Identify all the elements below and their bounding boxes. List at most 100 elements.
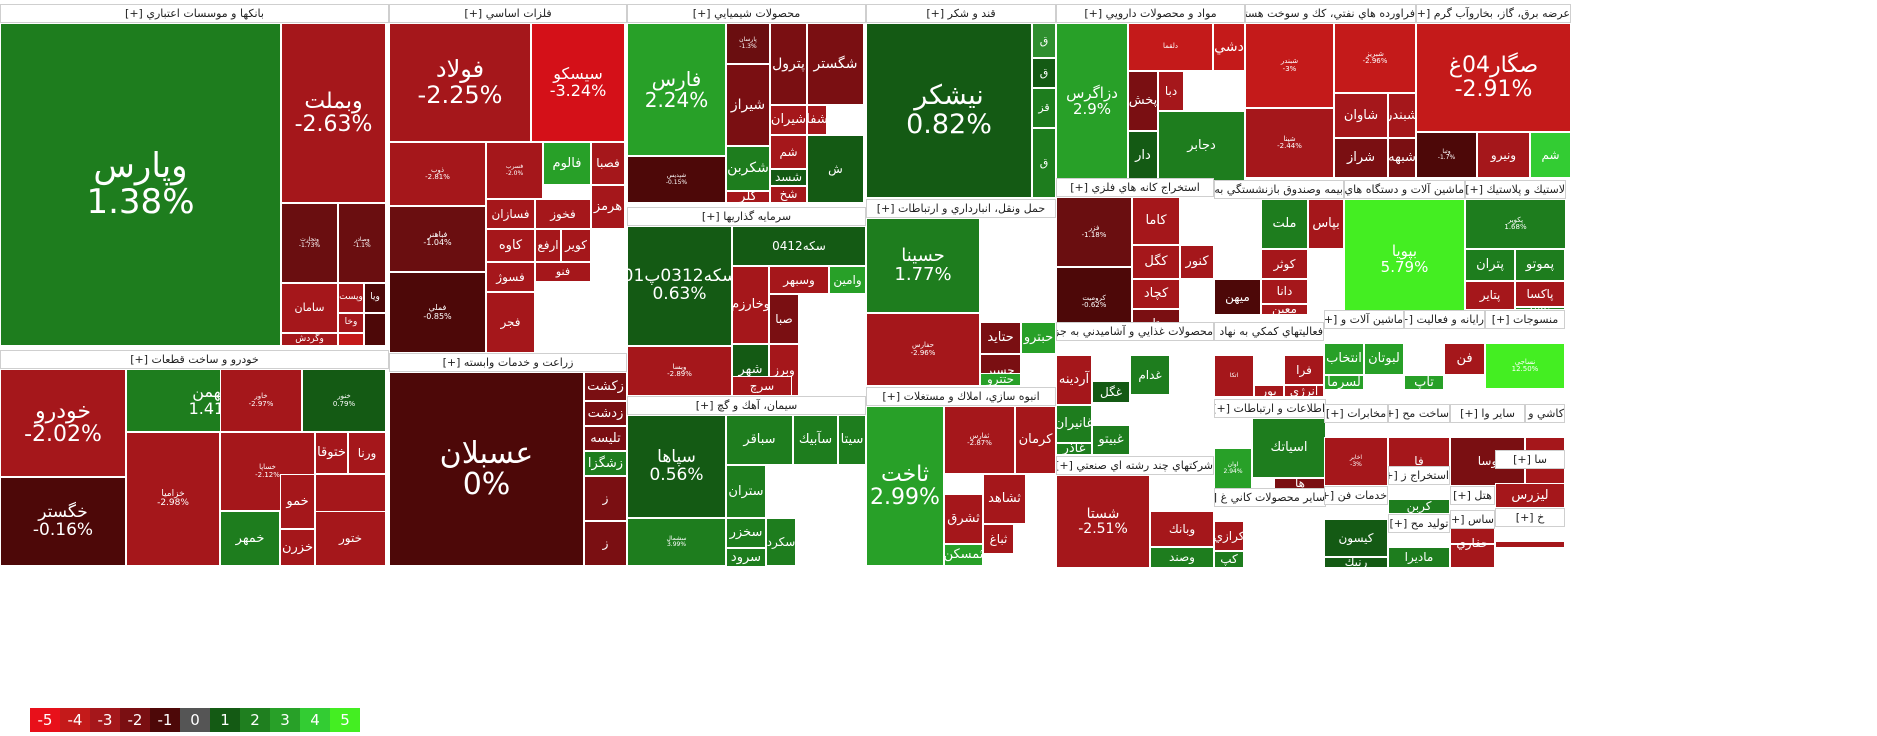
stock-tile[interactable]: انرژي [1284, 385, 1324, 397]
stock-tile[interactable]: وبرز [769, 344, 799, 396]
stock-tile[interactable]: فرا [1284, 355, 1324, 385]
stock-tile[interactable]: غبيتو [1092, 425, 1130, 455]
sector-title[interactable]: لاستيك و پلاستيك [+] [1465, 180, 1566, 199]
stock-tile[interactable]: وپست [338, 283, 364, 313]
stock-tile[interactable]: سرچ [732, 376, 792, 396]
stock-tile[interactable]: لبوتان [1364, 343, 1404, 375]
stock-tile[interactable]: زشگزا [584, 451, 627, 476]
stock-tile[interactable]: ثمسكن [944, 544, 983, 566]
stock-tile[interactable]: كاوه [486, 229, 535, 262]
stock-tile[interactable]: فجر [486, 292, 535, 353]
sector-title[interactable]: كاشي و [+] [1525, 404, 1565, 423]
stock-tile[interactable]: لسرما [1324, 375, 1364, 390]
stock-tile[interactable]: رنيك [1324, 557, 1388, 568]
stock-tile[interactable]: وگردش [281, 333, 338, 346]
stock-tile[interactable]: دار [1128, 131, 1158, 181]
stock-tile[interactable]: خزاميا -2.98% [126, 432, 220, 566]
stock-tile[interactable]: فسوژ [486, 262, 535, 292]
sector-title[interactable]: اطلاعات و ارتباطات [+] [1214, 399, 1326, 418]
stock-tile[interactable]: صبا [769, 294, 799, 344]
stock-tile[interactable]: خمهر [220, 511, 280, 566]
stock-tile[interactable]: ارفع [535, 229, 561, 262]
sector-title[interactable]: استخراج ز [+] [1388, 466, 1450, 485]
stock-tile[interactable] [364, 313, 386, 346]
stock-tile[interactable]: بپاس [1308, 199, 1344, 249]
stock-tile[interactable]: دزاگرس 2.9% [1056, 23, 1128, 181]
stock-tile[interactable]: اوان 2.94% [1214, 448, 1252, 489]
stock-tile[interactable]: فصبا [591, 142, 625, 185]
stock-tile[interactable]: كگل [1132, 245, 1180, 279]
sector-title[interactable]: محصولات غذايي و آشاميدني به جز قن [+] [1056, 322, 1214, 341]
stock-tile[interactable] [338, 333, 364, 346]
stock-tile[interactable]: ميهن [1214, 279, 1261, 315]
stock-tile[interactable]: وسبهر [769, 266, 829, 294]
stock-tile[interactable]: وتبا -1.7% [1416, 132, 1477, 178]
stock-tile[interactable]: خودرو -2.02% [0, 369, 126, 477]
stock-tile[interactable]: ليزرس [1495, 483, 1565, 508]
stock-tile[interactable]: حفارس -2.96% [866, 313, 980, 386]
stock-tile[interactable]: پارسان -1.3% [726, 23, 770, 64]
stock-tile[interactable]: غانيران [1056, 405, 1092, 443]
stock-tile[interactable] [1495, 541, 1565, 548]
stock-tile[interactable]: دبا [1158, 71, 1184, 111]
stock-tile[interactable]: وتجارت -1.73% [281, 203, 338, 283]
stock-tile[interactable]: اسياتك [1252, 418, 1326, 478]
stock-tile[interactable]: فسازان [486, 199, 535, 229]
stock-tile[interactable]: وپارس 1.38% [0, 23, 281, 346]
stock-tile[interactable]: پاكسا [1515, 281, 1565, 307]
sector-title[interactable]: مواد و محصولات دارويي [+] [1056, 4, 1245, 23]
sector-title[interactable]: حمل ونقل، انبارداري و ارتباطات [+] [866, 199, 1056, 218]
stock-tile[interactable]: زدشت [584, 401, 627, 426]
stock-tile[interactable]: ويسا -2.89% [627, 346, 732, 396]
stock-tile[interactable]: فن [1444, 343, 1485, 375]
stock-tile[interactable]: سكه0412 [732, 226, 866, 266]
stock-tile[interactable]: سيسكو -3.24% [531, 23, 625, 142]
sector-title[interactable]: خدمات فن [+] [1324, 486, 1388, 505]
stock-tile[interactable]: آردينه [1056, 355, 1092, 405]
stock-tile[interactable]: بپويا 5.79% [1344, 199, 1465, 320]
stock-tile[interactable]: ثشرق [944, 494, 983, 544]
stock-tile[interactable]: سپاها 0.56% [627, 415, 726, 518]
stock-tile[interactable]: بور [1254, 385, 1284, 397]
stock-tile[interactable]: فخوز [535, 199, 591, 229]
stock-tile[interactable]: فزر -1.18% [1056, 197, 1132, 267]
sector-title[interactable]: ماشين آلات و دستگاه هاي بر [+] [1344, 180, 1465, 199]
stock-tile[interactable]: شبندر -3% [1245, 23, 1334, 108]
stock-tile[interactable]: پخش [1128, 71, 1158, 131]
stock-tile[interactable]: كيسون [1324, 519, 1388, 557]
stock-tile[interactable]: شيران [770, 105, 807, 135]
stock-tile[interactable]: حتترو [980, 373, 1021, 386]
stock-tile[interactable] [1450, 543, 1495, 545]
sector-title[interactable]: ماشين آلات و [+] [1324, 310, 1404, 329]
sector-title[interactable]: بانكها و موسسات اعتباري [+] [0, 4, 389, 23]
stock-tile[interactable]: شخ [770, 186, 807, 203]
stock-tile[interactable]: نساجي 12.50% [1485, 343, 1565, 389]
stock-tile[interactable]: دشي [1213, 23, 1245, 71]
stock-tile[interactable]: شم [770, 135, 807, 169]
stock-tile[interactable]: پتاير [1465, 281, 1515, 310]
sector-title[interactable]: ساس [+] [1450, 510, 1495, 529]
stock-tile[interactable]: شپنا -2.44% [1245, 108, 1334, 178]
stock-tile[interactable]: ز [584, 521, 627, 566]
sector-title[interactable]: فلزات اساسي [+] [389, 4, 627, 23]
stock-tile[interactable]: خاور -2.97% [220, 369, 302, 432]
stock-tile[interactable]: خزرن [280, 529, 315, 566]
stock-tile[interactable]: كرازي [1214, 521, 1244, 551]
stock-tile[interactable]: پاسا [1515, 307, 1565, 310]
sector-title[interactable]: زراعت و خدمات وابسته [+] [389, 353, 627, 372]
stock-tile[interactable]: شسپا [1334, 178, 1416, 180]
stock-tile[interactable]: ونيرو [1477, 132, 1530, 178]
stock-tile[interactable]: ز [584, 476, 627, 521]
stock-tile[interactable]: عسبلان 0% [389, 372, 584, 566]
stock-tile[interactable]: ق [1032, 128, 1056, 198]
stock-tile[interactable]: پكوير 1.68% [1465, 199, 1566, 249]
stock-tile[interactable]: سشمال 3.99% [627, 518, 726, 566]
stock-tile[interactable]: سباقر [726, 415, 793, 465]
stock-tile[interactable]: وصادر -1.1% [338, 203, 386, 283]
stock-tile[interactable]: ثاخت 2.99% [866, 406, 944, 566]
stock-tile[interactable]: غدام [1130, 355, 1170, 395]
sector-title[interactable]: انبوه سازي، املاك و مستغلات [+] [866, 387, 1056, 406]
stock-tile[interactable]: كنور [1180, 245, 1214, 279]
stock-tile[interactable]: شبهه [1388, 138, 1416, 178]
stock-tile[interactable]: ثفارس -2.87% [944, 406, 1015, 474]
